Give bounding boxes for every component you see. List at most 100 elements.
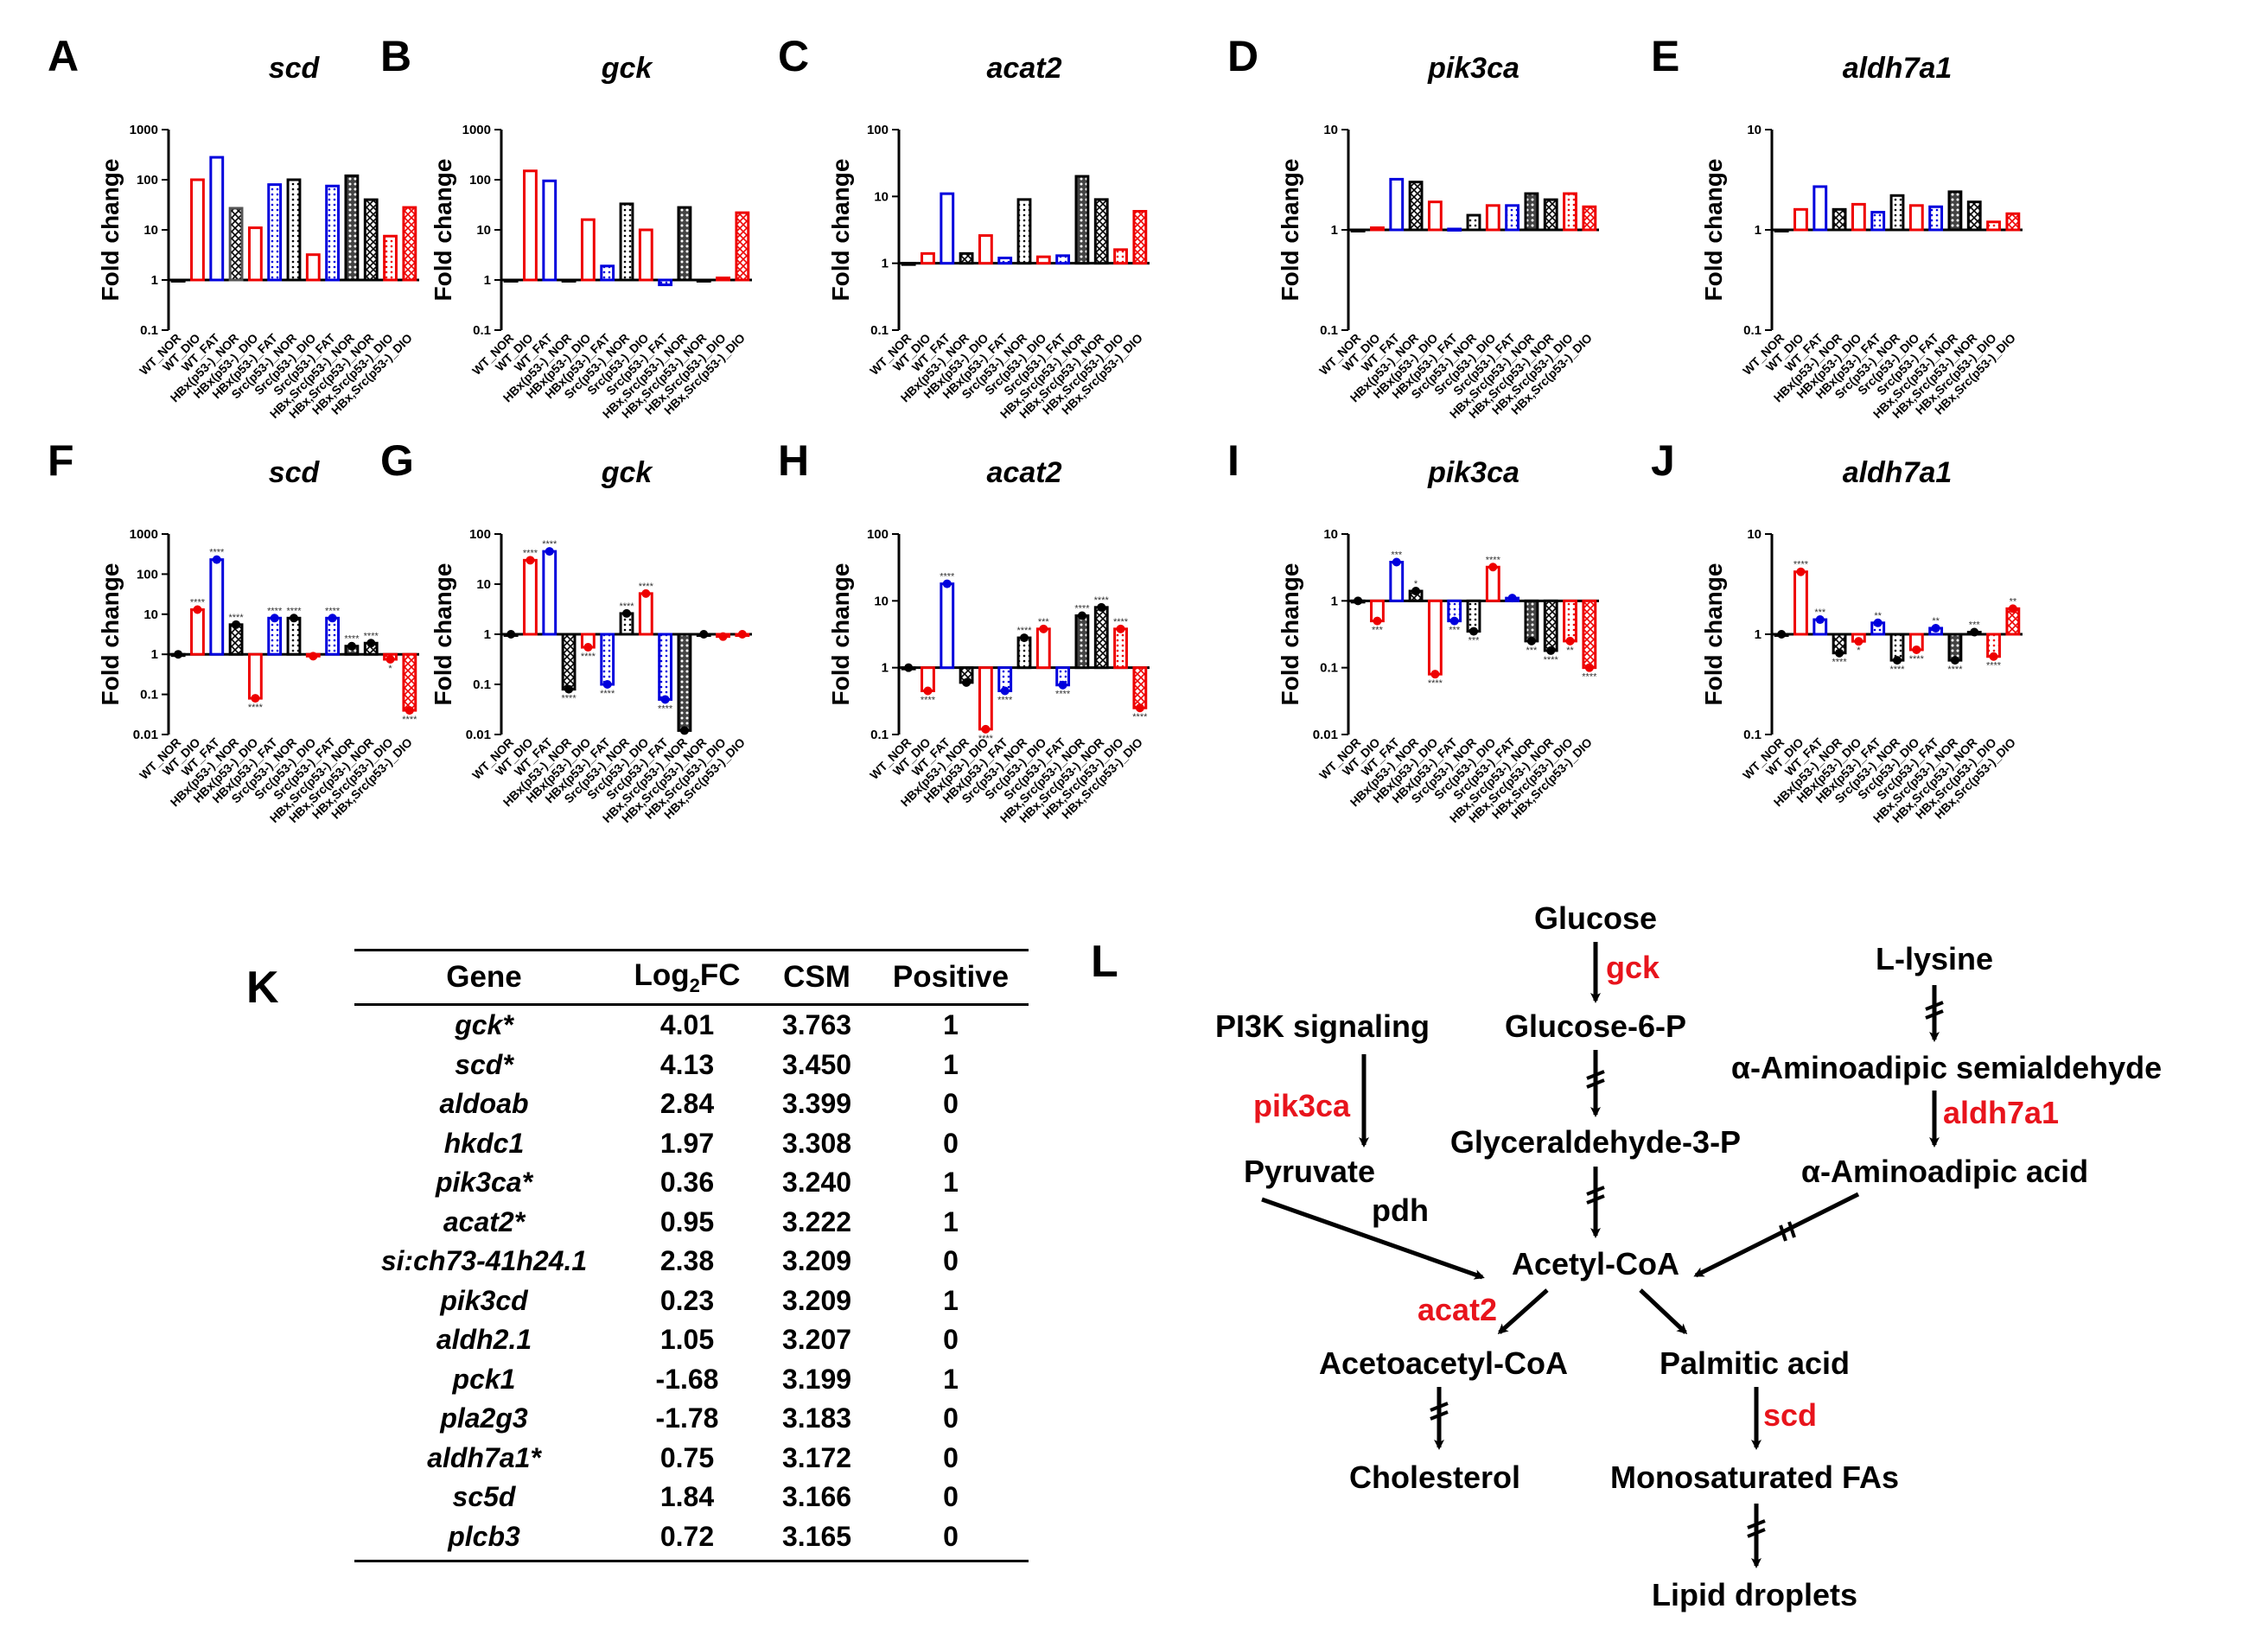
data-point <box>328 614 337 623</box>
gene-table: Gene Log2FC CSM Positive gck* 4.01 3.763 1 s… <box>354 949 1029 1562</box>
y-tick-label: 10 <box>1747 527 1762 542</box>
bar <box>1889 194 1905 232</box>
y-tick-label: 10 <box>1323 123 1338 137</box>
data-point <box>347 641 356 651</box>
significance-marker: **** <box>1428 678 1443 689</box>
data-point <box>904 663 914 672</box>
cell-gene: aldh2.1 <box>436 1324 532 1356</box>
bar <box>1947 190 1963 232</box>
bar <box>600 264 615 282</box>
bar <box>940 192 955 265</box>
y-tick-label: 10 <box>143 607 158 622</box>
table-row: aldh2.1 1.05 3.207 0 <box>354 1320 1029 1360</box>
bar <box>2005 212 2021 232</box>
y-tick-label: 1 <box>1331 594 1338 608</box>
y-axis-label: Fold change <box>827 563 854 706</box>
data-point <box>309 652 318 661</box>
significance-marker: **** <box>190 598 206 608</box>
significance-marker: **** <box>209 548 225 558</box>
data-point <box>1020 633 1029 643</box>
data-point <box>1354 596 1363 606</box>
significance-marker: *** <box>1449 626 1461 636</box>
data-point <box>1411 587 1421 596</box>
data-point <box>1815 615 1825 625</box>
cell-log2fc: 0.23 <box>659 1284 715 1316</box>
bar <box>1408 181 1424 232</box>
data-point <box>1796 567 1806 576</box>
data-point <box>923 686 933 696</box>
bar <box>1832 207 1847 232</box>
cell-csm: 3.209 <box>781 1245 852 1277</box>
cell-positive: 1 <box>943 1048 959 1080</box>
node-cholesterol: Cholesterol <box>1349 1459 1520 1495</box>
chart-title: acat2 <box>987 456 1062 489</box>
significance-marker: **** <box>1889 665 1905 675</box>
node-pyruvate: Pyruvate <box>1244 1154 1375 1189</box>
table-row: scd* 4.13 3.450 1 <box>354 1046 1029 1085</box>
bar <box>402 652 417 712</box>
significance-marker: **** <box>600 689 615 699</box>
data-point <box>1116 624 1125 633</box>
bar <box>959 251 974 265</box>
cell-positive: 0 <box>943 1245 959 1277</box>
cell-positive: 1 <box>943 1205 959 1237</box>
significance-marker: **** <box>639 582 654 592</box>
y-tick-label: 1 <box>882 661 889 676</box>
y-tick-label: 1000 <box>130 527 158 542</box>
data-point <box>1584 663 1594 672</box>
significance-marker: ** <box>1566 645 1574 656</box>
data-point <box>622 608 631 618</box>
cell-positive: 0 <box>943 1127 959 1159</box>
chart-title: gck <box>601 52 654 85</box>
bar <box>1986 220 2001 232</box>
significance-marker: **** <box>1909 654 1925 665</box>
cell-csm: 3.763 <box>781 1009 852 1041</box>
bar <box>1793 207 1808 232</box>
node-palmitic-acid: Palmitic acid <box>1660 1345 1850 1381</box>
bar <box>1563 599 1577 643</box>
table-row: sc5d 1.84 3.166 0 <box>354 1478 1029 1517</box>
cell-log2fc: 2.38 <box>659 1245 715 1277</box>
break-mark-lysine <box>1925 1001 1944 1020</box>
cell-gene: pck1 <box>452 1363 516 1395</box>
bar <box>921 251 935 265</box>
chart-title: pik3ca <box>1427 52 1519 85</box>
table-row: gck* 4.01 3.763 1 <box>354 1006 1029 1046</box>
bar <box>1132 666 1148 709</box>
bar <box>716 277 730 282</box>
bar <box>561 278 577 283</box>
significance-marker: **** <box>1016 626 1032 636</box>
y-tick-label: 10 <box>476 223 491 238</box>
data-point <box>1912 645 1921 654</box>
bar <box>1812 185 1828 232</box>
bar <box>1851 202 1866 232</box>
bar <box>696 278 711 283</box>
node-l-lysine: L-lysine <box>1876 941 1993 976</box>
bar <box>1928 205 1944 232</box>
bar <box>1793 570 1808 636</box>
bar <box>1543 198 1558 232</box>
cell-log2fc: 4.13 <box>659 1048 715 1080</box>
data-point <box>526 556 535 565</box>
y-tick-label: 100 <box>867 123 889 137</box>
bar <box>1582 205 1597 232</box>
significance-marker: **** <box>1055 690 1071 700</box>
significance-marker: **** <box>1947 665 1963 675</box>
data-point <box>1931 623 1940 633</box>
cell-gene: aldh7a1* <box>427 1441 541 1473</box>
cell-csm: 3.240 <box>781 1167 852 1199</box>
table-row: pck1 -1.68 3.199 1 <box>354 1360 1029 1400</box>
data-point <box>1565 636 1575 645</box>
data-point <box>545 547 554 556</box>
data-point <box>583 643 593 652</box>
node-glucose: Glucose <box>1534 900 1657 936</box>
significance-marker: *** <box>1969 620 1981 631</box>
data-point <box>193 605 202 614</box>
y-tick-label: 10 <box>1747 123 1762 137</box>
chart-title: acat2 <box>987 52 1062 85</box>
y-tick-label: 100 <box>137 173 158 188</box>
data-point <box>1039 624 1048 633</box>
bar <box>1016 636 1032 670</box>
